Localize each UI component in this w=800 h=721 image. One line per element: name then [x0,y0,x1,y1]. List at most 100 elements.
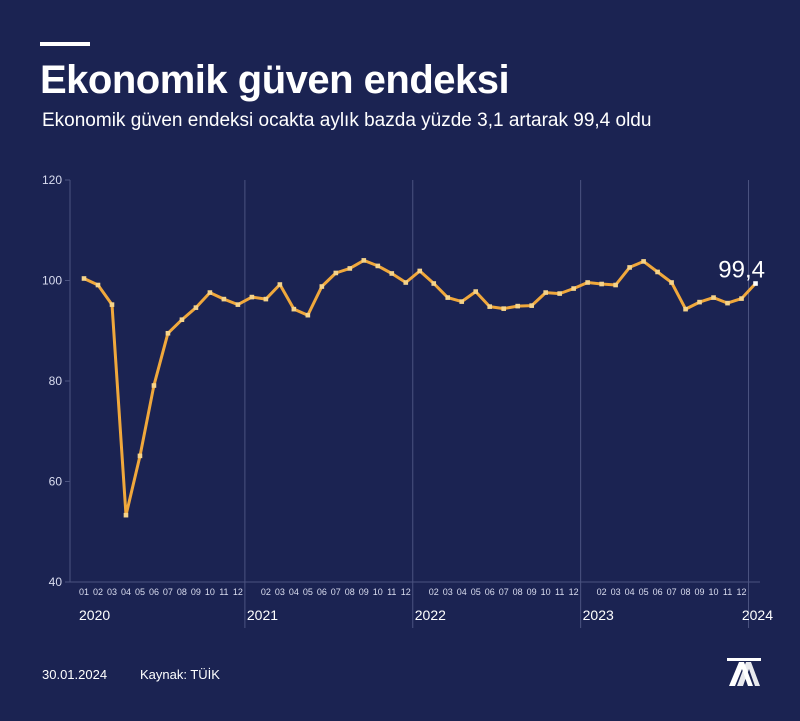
data-point [347,266,353,271]
year-label: 2021 [247,607,278,623]
x-tick-label: 05 [135,587,145,597]
x-tick-label: 09 [527,587,537,597]
x-tick-label: 02 [93,587,103,597]
x-tick-label: 07 [163,587,173,597]
aa-logo-icon [727,658,761,686]
data-point [613,282,618,288]
x-tick-label: 08 [681,587,691,597]
data-point [515,303,520,309]
x-tick-label: 12 [737,587,747,597]
data-point [403,280,409,285]
x-tick-label: 07 [499,587,509,597]
data-point [179,317,185,322]
data-point [599,281,604,287]
data-point [655,269,660,275]
x-tick-label: 03 [443,587,453,597]
x-tick-label: 03 [275,587,285,597]
y-tick-label: 40 [49,575,63,589]
data-point [459,299,465,304]
x-tick-label: 06 [149,587,159,597]
year-label: 2024 [742,607,773,623]
last-value-label: 99,4 [718,257,765,284]
x-tick-label: 11 [387,587,396,597]
data-point [501,306,506,311]
x-tick-label: 05 [639,587,649,597]
data-point [627,265,632,270]
x-tick-label: 07 [667,587,677,597]
x-tick-label: 04 [289,587,299,597]
data-point [137,453,143,459]
data-point [697,299,702,305]
x-tick-label: 04 [457,587,467,597]
x-tick-label: 04 [625,587,635,597]
title-accent-line [40,42,90,46]
page-subtitle: Ekonomik güven endeksi ocakta aylık bazd… [42,110,652,131]
data-point [249,294,255,300]
data-point [389,271,395,276]
data-point [291,306,297,312]
x-tick-label: 08 [513,587,523,597]
x-tick-label: 02 [597,587,607,597]
data-point [193,305,199,310]
data-point [277,282,283,287]
x-tick-label: 07 [331,587,341,597]
x-tick-label: 10 [205,587,215,597]
data-series-line [83,258,757,517]
data-point [641,259,646,264]
year-label: 2020 [79,607,110,623]
data-point [375,263,381,269]
data-point [95,282,101,288]
x-tick-label: 12 [569,587,579,597]
y-tick-label: 120 [42,173,62,187]
data-point [711,295,716,300]
x-tick-label: 09 [191,587,201,597]
data-point [585,280,590,285]
data-point [221,296,227,302]
x-tick-label: 06 [317,587,327,597]
x-tick-label: 02 [429,587,439,597]
x-tick-label: 02 [261,587,271,597]
x-tick-label: 03 [611,587,621,597]
x-tick-label: 09 [359,587,369,597]
y-tick-label: 80 [49,374,63,388]
data-point [81,276,87,281]
year-label: 2023 [583,607,614,623]
data-point [109,302,115,307]
data-point [487,304,493,309]
y-tick-label: 100 [42,274,62,288]
data-point [417,268,423,274]
data-point-last [753,281,758,286]
data-point [739,296,744,301]
data-point [165,330,171,336]
data-point [473,289,479,294]
data-point [683,306,688,312]
data-point [123,512,129,518]
x-tick-label: 11 [219,587,228,597]
data-point [543,290,548,295]
x-tick-label: 05 [471,587,481,597]
data-point [151,383,157,388]
data-point [361,258,367,263]
x-tick-label: 08 [345,587,355,597]
data-point [529,303,534,308]
data-point [319,284,325,289]
x-tick-label: 06 [653,587,663,597]
x-tick-label: 01 [79,587,89,597]
data-point [235,302,241,307]
x-tick-label: 09 [695,587,705,597]
data-point [571,286,576,291]
x-tick-label: 08 [177,587,187,597]
x-tick-label: 10 [709,587,719,597]
footer-date: 30.01.2024 [42,667,108,682]
x-tick-label: 06 [485,587,495,597]
x-tick-label: 05 [303,587,313,597]
data-point [333,270,339,276]
data-point [669,280,674,285]
x-tick-label: 03 [107,587,117,597]
x-tick-label: 12 [233,587,243,597]
data-point [431,281,437,286]
page-title: Ekonomik güven endeksi [40,58,510,102]
x-tick-label: 11 [555,587,564,597]
data-point [305,312,311,318]
